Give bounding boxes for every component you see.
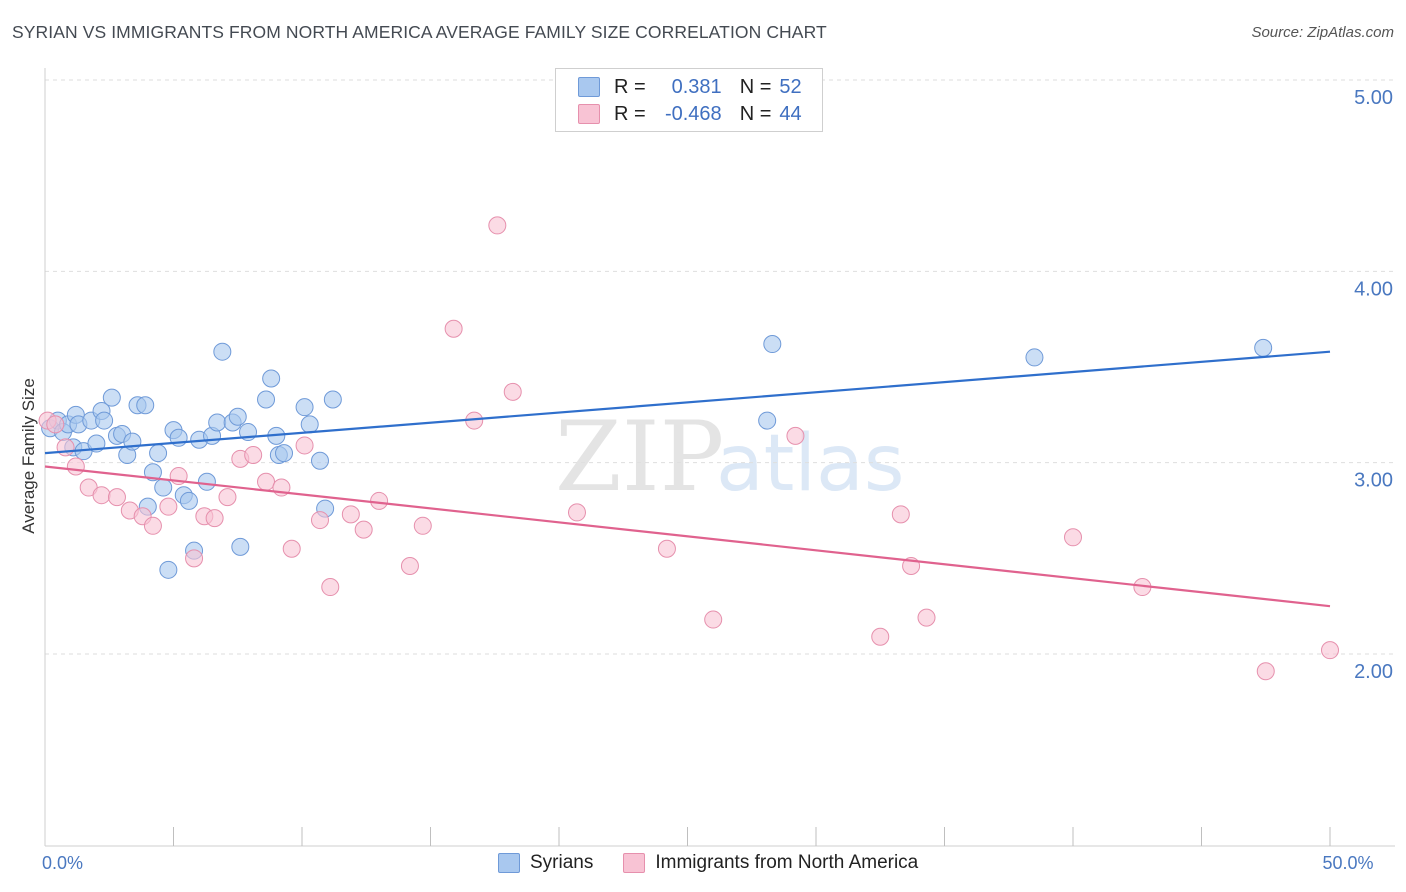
data-point xyxy=(149,444,168,463)
data-point xyxy=(159,497,178,516)
data-point xyxy=(413,516,432,535)
chart-title: SYRIAN VS IMMIGRANTS FROM NORTH AMERICA … xyxy=(12,22,827,42)
data-point xyxy=(786,426,805,445)
legend-n-value: 52 xyxy=(779,75,802,98)
legend-n-label: N = xyxy=(739,75,772,98)
data-point xyxy=(244,446,263,465)
series-legend-swatch-immigrants xyxy=(623,853,646,873)
legend-r-label: R = xyxy=(614,102,646,125)
data-point xyxy=(231,537,250,556)
data-point xyxy=(1254,338,1273,357)
legend-row-syrians: R = 0.381 N = 52 xyxy=(578,75,802,99)
legend-row-immigrants: R = -0.468 N = 44 xyxy=(578,102,802,126)
data-point xyxy=(295,398,314,417)
trend-line-syrians xyxy=(44,350,1331,455)
data-point xyxy=(66,457,85,476)
data-point xyxy=(262,369,281,388)
x-tick-labels: 0.0% 50.0% xyxy=(42,853,1374,873)
data-point xyxy=(704,610,723,629)
data-point xyxy=(154,478,173,497)
data-point xyxy=(218,488,237,507)
data-point xyxy=(46,415,65,434)
data-point xyxy=(143,463,162,482)
series-legend: Syrians Immigrants from North America xyxy=(498,852,948,874)
data-point xyxy=(185,549,204,568)
series-legend-label-syrians: Syrians xyxy=(530,852,594,873)
gridlines xyxy=(45,79,1395,655)
watermark-zip: ZIP xyxy=(555,401,724,513)
data-point xyxy=(891,505,910,524)
data-point xyxy=(1064,528,1082,547)
correlation-legend: R = 0.381 N = 52 R = -0.468 N = 44 xyxy=(555,68,823,132)
x-tick-marks xyxy=(173,827,1331,846)
data-point xyxy=(1256,662,1275,681)
data-point xyxy=(143,516,162,535)
y-tick-label: 2.00 xyxy=(1354,661,1393,683)
x-tick-label: 0.0% xyxy=(42,853,83,873)
data-point xyxy=(323,390,342,409)
y-tick-labels: 5.00 4.00 3.00 2.00 xyxy=(1354,87,1393,683)
series-legend-swatch-syrians xyxy=(498,853,520,873)
data-point xyxy=(354,520,373,539)
data-point xyxy=(197,472,216,491)
series-immigrants-points xyxy=(38,216,1339,681)
legend-swatch-immigrants xyxy=(578,104,600,124)
data-point xyxy=(871,627,890,646)
watermark-atlas: atlas xyxy=(716,419,905,509)
legend-r-value: 0.381 xyxy=(671,75,722,98)
trend-line-immigrants xyxy=(44,465,1331,608)
legend-swatch-syrians xyxy=(578,77,600,97)
data-point xyxy=(321,578,340,597)
data-point xyxy=(275,444,294,463)
y-tick-label: 4.00 xyxy=(1354,278,1393,300)
y-tick-label: 3.00 xyxy=(1354,470,1393,492)
data-point xyxy=(341,505,360,524)
trend-lines xyxy=(44,350,1331,608)
data-point xyxy=(92,486,111,505)
data-point xyxy=(95,411,114,430)
series-legend-syrians[interactable]: Syrians xyxy=(498,852,593,874)
data-point xyxy=(159,560,178,579)
data-point xyxy=(300,415,319,434)
data-point xyxy=(763,335,782,354)
data-point xyxy=(400,556,419,575)
data-point xyxy=(102,388,121,407)
data-point xyxy=(310,451,329,470)
legend-r-label: R = xyxy=(614,75,646,98)
data-point xyxy=(179,491,198,510)
data-point xyxy=(370,491,389,510)
data-point xyxy=(257,390,276,409)
data-point xyxy=(1321,641,1339,660)
source-credit: Source: ZipAtlas.com xyxy=(1251,24,1394,41)
y-tick-label: 5.00 xyxy=(1354,87,1393,109)
data-point xyxy=(503,382,522,401)
legend-n-label: N = xyxy=(739,102,772,125)
data-point xyxy=(444,319,463,338)
data-point xyxy=(657,539,676,558)
series-legend-immigrants[interactable]: Immigrants from North America xyxy=(623,852,918,874)
data-point xyxy=(257,472,276,491)
data-point xyxy=(1025,348,1044,367)
data-point xyxy=(758,411,777,430)
data-point xyxy=(205,509,224,528)
data-point xyxy=(310,511,329,530)
data-point xyxy=(107,488,126,507)
data-point xyxy=(136,396,155,415)
y-axis-label: Average Family Size xyxy=(19,378,38,534)
data-point xyxy=(917,608,936,627)
x-tick-label: 50.0% xyxy=(1322,853,1373,873)
data-point xyxy=(56,438,75,457)
data-point xyxy=(208,413,227,432)
legend-r-value: -0.468 xyxy=(664,102,722,125)
data-point xyxy=(295,436,314,455)
data-point xyxy=(228,407,247,426)
data-point xyxy=(282,539,301,558)
legend-n-value: 44 xyxy=(779,102,802,125)
series-legend-label-immigrants: Immigrants from North America xyxy=(655,852,919,873)
data-point xyxy=(567,503,586,522)
data-point xyxy=(488,216,507,235)
data-point xyxy=(213,342,232,361)
